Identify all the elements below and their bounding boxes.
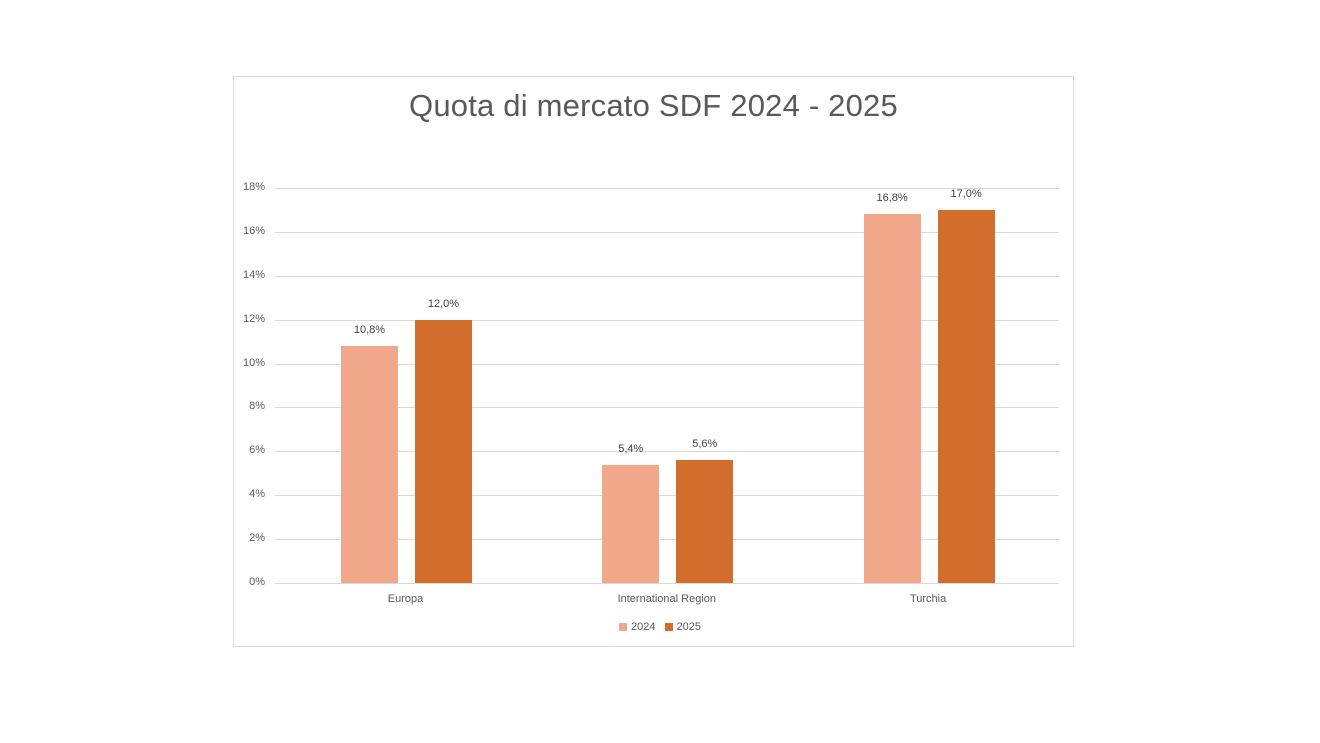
bar-2024 <box>602 464 660 583</box>
plot-area <box>275 188 1059 584</box>
bar-2024 <box>341 346 398 583</box>
data-label: 17,0% <box>950 187 982 200</box>
bar-2025 <box>937 209 995 583</box>
legend-item-2025: 2025 <box>664 621 702 633</box>
y-tick-label: 2% <box>249 532 265 545</box>
gridline <box>275 539 1059 541</box>
data-label: 5,6% <box>692 438 718 451</box>
x-tick-label: International Region <box>617 593 717 605</box>
y-tick-label: 18% <box>242 181 265 193</box>
x-tick-label: Europa <box>387 593 424 605</box>
gridline <box>275 583 1059 584</box>
y-tick-label: 4% <box>249 488 265 501</box>
gridline <box>275 188 1059 189</box>
data-label: 16,8% <box>876 192 908 205</box>
gridline <box>275 495 1059 497</box>
y-tick-label: 14% <box>242 268 265 281</box>
gridline <box>275 231 1059 233</box>
legend-swatch-2024 <box>618 623 627 631</box>
legend-item-2024: 2024 <box>618 621 656 633</box>
bar-2024 <box>863 214 921 583</box>
data-label: 10,8% <box>353 324 386 336</box>
y-tick-label: 16% <box>242 224 265 237</box>
y-tick-label: 12% <box>242 312 265 325</box>
gridline <box>275 407 1059 409</box>
bar-2025 <box>415 319 472 583</box>
legend-swatch-2025 <box>664 623 673 631</box>
gridline <box>275 275 1059 277</box>
chart-title: Quota di mercato SDF 2024 - 2025 <box>409 88 898 123</box>
legend-label-2024: 2024 <box>630 621 656 633</box>
x-tick-label: Turchia <box>909 593 947 605</box>
gridline <box>275 319 1059 321</box>
y-tick-label: 10% <box>242 356 265 369</box>
y-tick-label: 8% <box>249 400 265 413</box>
data-label: 5,4% <box>618 442 644 455</box>
gridline <box>275 451 1059 453</box>
legend-label-2025: 2025 <box>676 621 702 633</box>
bar-2025 <box>676 460 734 583</box>
data-label: 12,0% <box>427 297 460 310</box>
gridline <box>275 363 1059 365</box>
y-tick-label: 0% <box>249 576 265 588</box>
y-tick-label: 6% <box>249 444 265 457</box>
legend: 2024 2025 <box>0 621 1320 634</box>
